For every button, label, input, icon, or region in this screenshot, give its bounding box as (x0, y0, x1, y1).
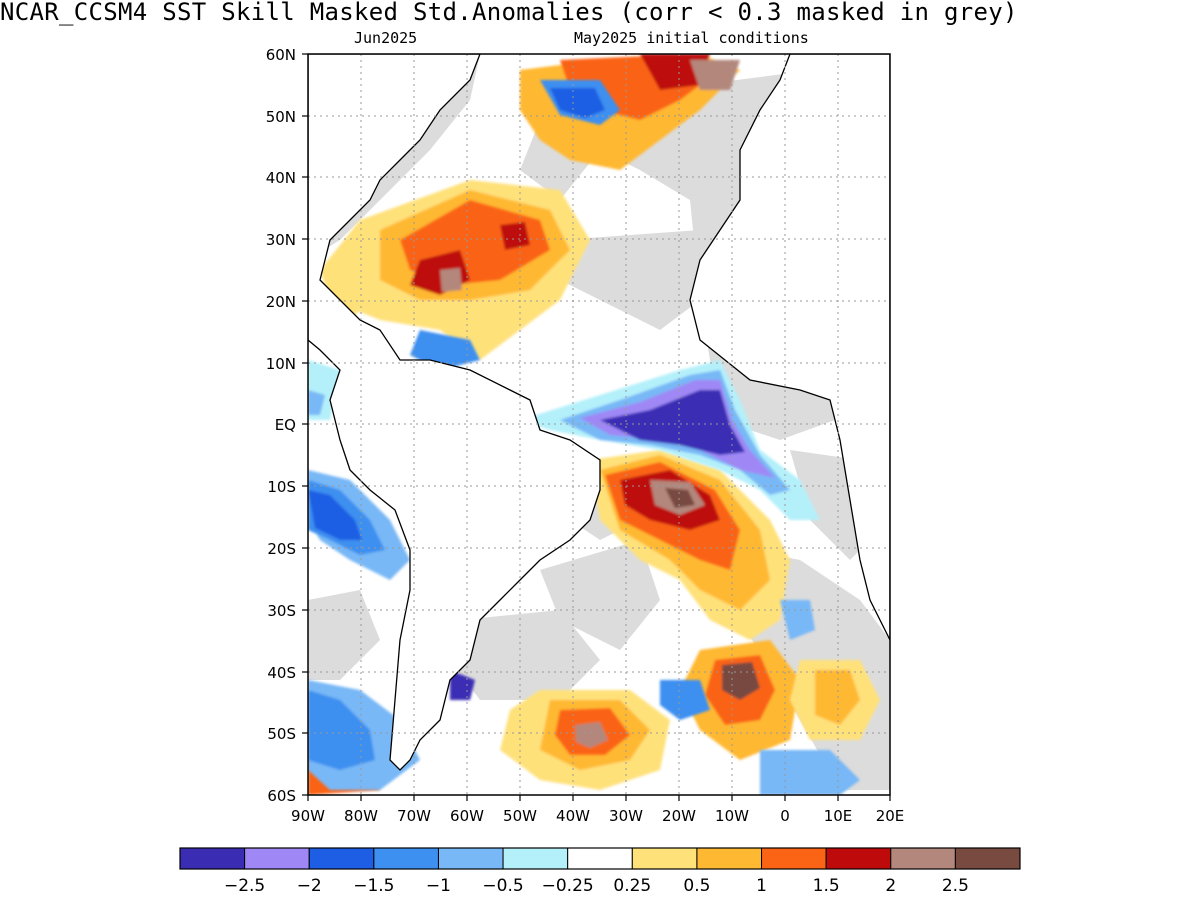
colorbar-swatch (696, 847, 763, 870)
colorbar-swatch (502, 847, 569, 870)
lon-label: 10E (824, 807, 853, 825)
lat-label: EQ (275, 416, 296, 434)
colorbar-label: −1.5 (353, 876, 394, 896)
colorbar-swatch (179, 847, 246, 870)
lon-label: 20W (662, 807, 696, 825)
colorbar-label: 0.5 (683, 876, 710, 896)
lon-label: 90W (291, 807, 325, 825)
colorbar-swatches (179, 847, 1021, 870)
lat-label: 30S (267, 602, 296, 620)
colorbar-label: −2.5 (224, 876, 265, 896)
lat-label: 40S (267, 664, 296, 682)
lon-label: 20E (876, 807, 905, 825)
graticule (308, 54, 890, 795)
lat-label: 50S (267, 725, 296, 743)
colorbar-label: 1 (756, 876, 767, 896)
lat-label: 30N (266, 231, 296, 249)
tick-marks (302, 53, 891, 801)
colorbar-swatch (761, 847, 827, 870)
colorbar-label: −2 (297, 876, 322, 896)
colorbar-swatch (631, 847, 698, 870)
colorbar-frame (179, 847, 1021, 870)
lon-label: 0 (780, 807, 790, 825)
colorbar-labels: −2.5 −2 −1.5 −1 −0.5 −0.25 0.25 0.5 1 1.5 2 2.5 (224, 876, 969, 896)
lon-label: 70W (397, 807, 431, 825)
colorbar-swatch (244, 847, 310, 870)
colorbar-swatch (567, 847, 633, 870)
longitude-labels: 90W 80W 70W 60W 50W 40W 30W 20W 10W 0 10… (291, 807, 904, 825)
colorbar-label: 2.5 (942, 876, 969, 896)
lon-label: 30W (609, 807, 643, 825)
cool-anomalies (308, 80, 860, 795)
lat-label: 50N (266, 108, 296, 126)
lon-label: 40W (556, 807, 590, 825)
lon-label: 50W (503, 807, 537, 825)
lat-label: 20N (266, 293, 296, 311)
lat-label: 20S (267, 540, 296, 558)
lon-label: 80W (344, 807, 378, 825)
lat-label: 60S (267, 787, 296, 805)
latitude-labels: 60N 50N 40N 30N 20N 10N EQ 10S 20S 30S 4… (266, 46, 296, 805)
colorbar-label: −1 (426, 876, 451, 896)
map-field (308, 54, 890, 795)
colorbar-swatch (308, 847, 375, 870)
continents (308, 54, 890, 771)
forecast-month-label: Jun2025 (354, 29, 418, 47)
colorbar-swatch (373, 847, 439, 870)
colorbar-swatch (825, 847, 892, 870)
colorbar-swatch (437, 847, 504, 870)
lon-label: 10W (715, 807, 749, 825)
colorbar-label: 0.25 (613, 876, 651, 896)
initial-conditions-label: May2025 initial conditions (574, 29, 809, 47)
colorbar-label: 1.5 (813, 876, 840, 896)
colorbar-label: −0.5 (482, 876, 523, 896)
lat-label: 10N (266, 355, 296, 373)
colorbar-label: −0.25 (542, 876, 594, 896)
colorbar-label: 2 (885, 876, 896, 896)
lat-label: 10S (267, 478, 296, 496)
lon-label: 60W (450, 807, 484, 825)
colorbar-swatch (890, 847, 956, 870)
lat-label: 40N (266, 169, 296, 187)
figure-title: NCAR_CCSM4 SST Skill Masked Std.Anomalie… (0, 0, 1018, 26)
colorbar: −2.5 −2 −1.5 −1 −0.5 −0.25 0.25 0.5 1 1.5 2 2.5 (179, 847, 1021, 896)
colorbar-swatch (954, 847, 1021, 870)
lat-label: 60N (266, 46, 296, 64)
